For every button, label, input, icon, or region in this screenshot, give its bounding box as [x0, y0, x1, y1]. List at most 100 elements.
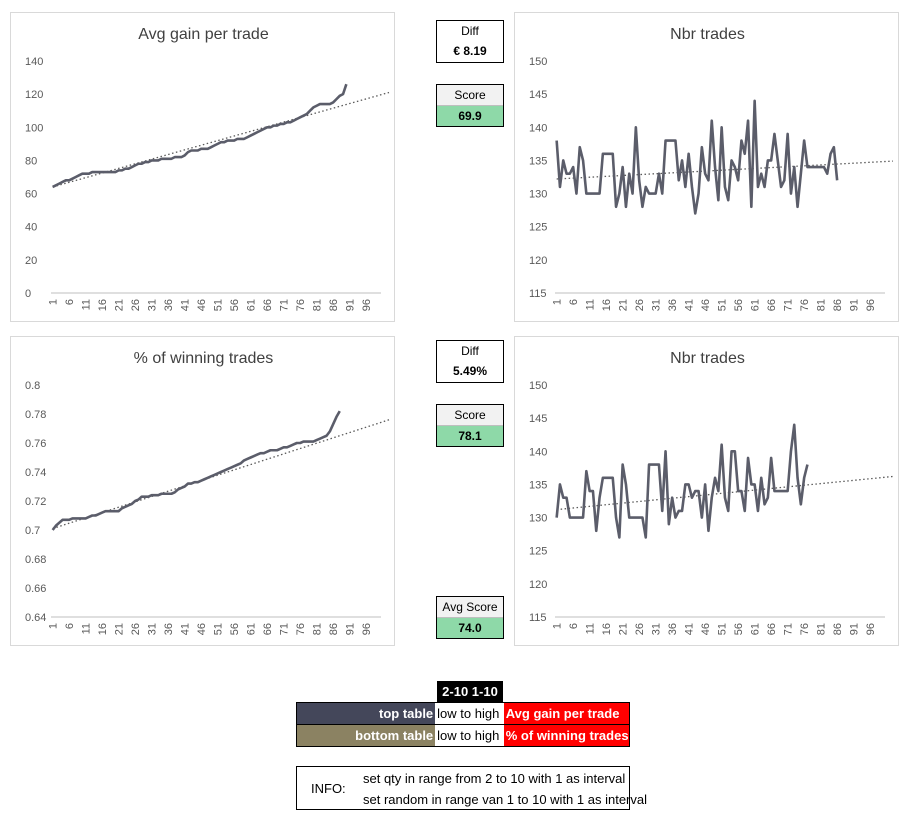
- legend-table: top table low to high Avg gain per trade…: [296, 702, 630, 747]
- x-tick-label: 31: [147, 623, 159, 635]
- x-tick-label: 66: [766, 299, 778, 311]
- y-tick-label: 145: [529, 413, 547, 425]
- x-tick-label: 96: [865, 623, 877, 635]
- avg-score-value: 74.0: [437, 618, 503, 638]
- x-tick-label: 61: [750, 623, 762, 635]
- x-tick-label: 16: [97, 623, 109, 635]
- y-tick-label: 145: [529, 89, 547, 101]
- x-tick-label: 21: [114, 623, 126, 635]
- x-tick-label: 11: [585, 623, 597, 634]
- y-tick-label: 0.8: [25, 380, 40, 392]
- bottom-diff-value: 5.49%: [437, 361, 503, 381]
- legend-key-top: top table: [297, 703, 436, 724]
- x-tick-label: 86: [832, 299, 844, 311]
- x-tick-label: 56: [733, 299, 745, 311]
- x-tick-label: 6: [64, 623, 76, 629]
- x-tick-label: 46: [196, 299, 208, 311]
- x-tick-label: 1: [552, 623, 564, 629]
- legend-row-top: top table low to high Avg gain per trade: [296, 702, 630, 724]
- x-tick-label: 61: [750, 299, 762, 311]
- x-tick-label: 1: [552, 299, 564, 305]
- range-header: 2-10 1-10: [437, 681, 503, 702]
- y-tick-label: 100: [25, 122, 43, 134]
- chart-winning-pct-svg: % of winning trades 0.64 0.66 0.68 0.7 0.72 0.…: [25, 350, 390, 635]
- x-tick-label: 86: [328, 299, 340, 311]
- top-score-panel: Score 69.9: [436, 84, 504, 127]
- y-tick-label: 140: [529, 122, 547, 134]
- x-tick-label: 36: [667, 299, 679, 311]
- x-tick-label: 96: [361, 299, 373, 311]
- y-tick-label: 130: [529, 513, 547, 525]
- x-tick-label: 71: [783, 299, 795, 311]
- chart-title: Nbr trades: [670, 350, 745, 367]
- x-tick-label: 11: [81, 623, 93, 634]
- x-tick-label: 21: [114, 299, 126, 311]
- x-tick-label: 81: [312, 299, 324, 311]
- y-tick-label: 150: [529, 56, 547, 68]
- y-tick-label: 120: [25, 89, 43, 101]
- y-tick-label: 130: [529, 189, 547, 201]
- x-tick-label: 66: [766, 623, 778, 635]
- x-tick-label: 31: [651, 623, 663, 635]
- y-tick-label: 80: [25, 155, 37, 167]
- legend-metric-top: Avg gain per trade: [503, 703, 630, 724]
- x-tick-label: 6: [64, 299, 76, 305]
- x-tick-label: 86: [832, 623, 844, 635]
- x-tick-label: 41: [684, 623, 696, 635]
- top-score-label: Score: [437, 85, 503, 106]
- y-tick-label: 150: [529, 380, 547, 392]
- x-tick-label: 31: [651, 299, 663, 311]
- x-tick-label: 56: [733, 623, 745, 635]
- info-label: INFO:: [311, 781, 346, 796]
- x-tick-label: 36: [163, 623, 175, 635]
- top-diff-panel: Diff € 8.19: [436, 20, 504, 63]
- x-tick-label: 26: [634, 623, 646, 635]
- series-line: [555, 423, 809, 539]
- y-tick-label: 0.68: [25, 554, 46, 566]
- chart-title: % of winning trades: [134, 350, 274, 367]
- x-tick-label: 91: [345, 299, 357, 311]
- x-tick-label: 11: [81, 299, 93, 310]
- y-tick-label: 120: [529, 579, 547, 591]
- y-tick-label: 0.7: [25, 525, 40, 537]
- bottom-diff-label: Diff: [437, 341, 503, 361]
- y-tick-label: 0.74: [25, 467, 46, 479]
- avg-score-panel: Avg Score 74.0: [436, 596, 504, 639]
- y-tick-label: 140: [529, 446, 547, 458]
- x-tick-label: 71: [783, 623, 795, 635]
- series-line: [555, 99, 839, 215]
- bottom-score-label: Score: [437, 405, 503, 426]
- trendline: [52, 419, 390, 530]
- x-tick-label: 26: [130, 623, 142, 635]
- x-tick-label: 16: [97, 299, 109, 311]
- x-tick-label: 41: [180, 299, 192, 311]
- y-tick-label: 140: [25, 56, 43, 68]
- x-tick-label: 1: [48, 623, 60, 629]
- x-tick-label: 96: [865, 299, 877, 311]
- x-tick-label: 6: [568, 299, 580, 305]
- y-tick-label: 60: [25, 189, 37, 201]
- x-tick-label: 56: [229, 623, 241, 635]
- y-tick-label: 0.72: [25, 496, 46, 508]
- x-tick-label: 51: [717, 299, 729, 311]
- y-tick-label: 0.66: [25, 583, 46, 595]
- x-tick-label: 61: [246, 299, 258, 311]
- x-tick-label: 86: [328, 623, 340, 635]
- x-tick-label: 51: [213, 623, 225, 635]
- top-diff-label: Diff: [437, 21, 503, 41]
- x-tick-label: 91: [849, 299, 861, 311]
- top-score-value: 69.9: [437, 106, 503, 126]
- y-tick-label: 0.64: [25, 612, 46, 624]
- x-tick-label: 66: [262, 299, 274, 311]
- x-tick-label: 76: [799, 299, 811, 311]
- bottom-diff-panel: Diff 5.49%: [436, 340, 504, 383]
- x-tick-label: 51: [717, 623, 729, 635]
- chart-title: Nbr trades: [670, 26, 745, 43]
- y-tick-label: 0.78: [25, 409, 46, 421]
- x-tick-label: 21: [618, 299, 630, 311]
- chart-nbr-trades-bottom: Nbr trades 115 120 125 130 135 140 145 150 1 6 11 16…: [514, 336, 899, 646]
- x-tick-label: 61: [246, 623, 258, 635]
